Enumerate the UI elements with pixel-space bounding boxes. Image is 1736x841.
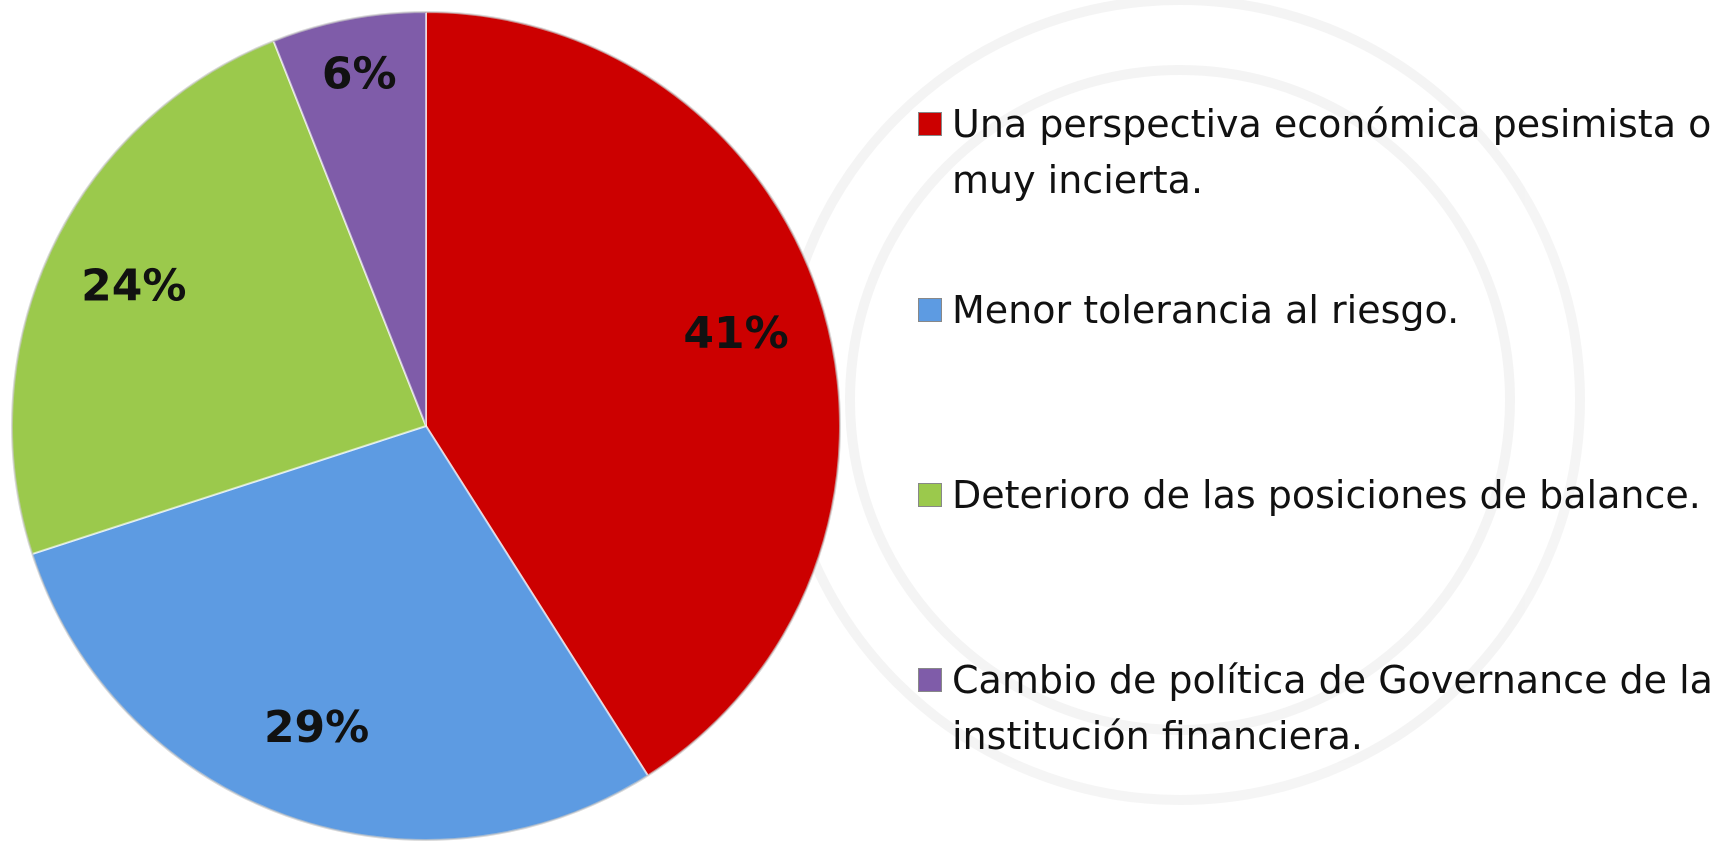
legend-swatch	[918, 483, 942, 507]
pie-slice	[11, 39, 428, 556]
pie-slice	[425, 10, 841, 777]
data-label: 29%	[264, 702, 369, 753]
legend-entry: Menor tolerancia al riesgo.	[918, 282, 1736, 338]
pie: 41% 29% 24% 6%	[11, 10, 841, 841]
legend-swatch	[918, 298, 942, 322]
pie-slice	[31, 424, 650, 841]
pie-slice	[272, 10, 427, 427]
legend-label: Una perspectiva económica pesimista o mu…	[952, 102, 1712, 202]
legend-label: Menor tolerancia al riesgo.	[952, 288, 1460, 332]
legend-entry: Una perspectiva económica pesimista o mu…	[918, 96, 1736, 208]
legend-label: Cambio de política de Governance de la i…	[952, 658, 1713, 758]
legend-label: Deterioro de las posiciones de balance.	[952, 473, 1701, 517]
data-label: 6%	[322, 48, 397, 99]
legend-swatch	[918, 112, 942, 136]
legend-swatch	[918, 668, 942, 692]
data-label: 41%	[683, 308, 788, 359]
data-label: 24%	[81, 261, 186, 312]
pie-edge	[11, 11, 841, 841]
legend-entry: Deterioro de las posiciones de balance.	[918, 467, 1736, 523]
legend-entry: Cambio de política de Governance de la i…	[918, 652, 1736, 764]
